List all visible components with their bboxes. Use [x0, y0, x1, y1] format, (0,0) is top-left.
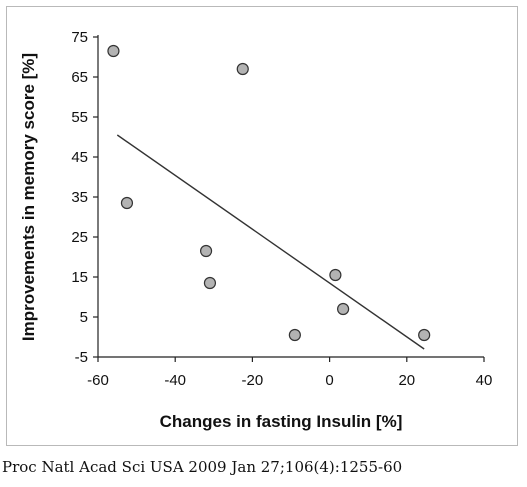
data-point — [203, 276, 217, 290]
x-tick-label: 20 — [398, 372, 415, 389]
y-axis-title: Improvements in memory score [%] — [19, 53, 38, 341]
data-point — [120, 196, 134, 210]
data-point — [288, 328, 301, 342]
x-tick-label: -20 — [242, 372, 264, 389]
y-tick-label: 75 — [71, 29, 88, 46]
y-tick-label: 25 — [71, 229, 88, 246]
y-tick-label: 5 — [80, 309, 88, 326]
y-tick-label: 35 — [71, 189, 88, 206]
data-point — [418, 328, 431, 342]
y-tick-label: 55 — [71, 109, 88, 126]
y-tick-label: 15 — [71, 269, 88, 286]
data-point — [199, 244, 213, 258]
x-tick-label: 40 — [476, 372, 493, 389]
x-tick-label: 0 — [325, 372, 333, 389]
x-tick-label: -40 — [164, 372, 186, 389]
citation-text: Proc Natl Acad Sci USA 2009 Jan 27;106(4… — [2, 458, 403, 476]
trend-line — [116, 134, 425, 350]
y-tick-label: -5 — [75, 349, 88, 366]
data-point — [107, 44, 120, 58]
y-tick-label: 45 — [71, 149, 88, 166]
y-tick-label: 65 — [71, 69, 88, 86]
data-point — [337, 302, 350, 316]
x-axis-title: Changes in fasting Insulin [%] — [160, 412, 403, 431]
x-tick-label: -60 — [87, 372, 109, 389]
data-point — [329, 268, 342, 282]
data-point — [236, 62, 249, 76]
scatter-chart: 75 65 55 45 35 25 15 5 -5 -60 -40 -20 0 20 40 Changes i… — [19, 29, 493, 431]
chart-frame: 75 65 55 45 35 25 15 5 -5 -60 -40 -20 0 20 40 Changes i… — [6, 6, 518, 446]
